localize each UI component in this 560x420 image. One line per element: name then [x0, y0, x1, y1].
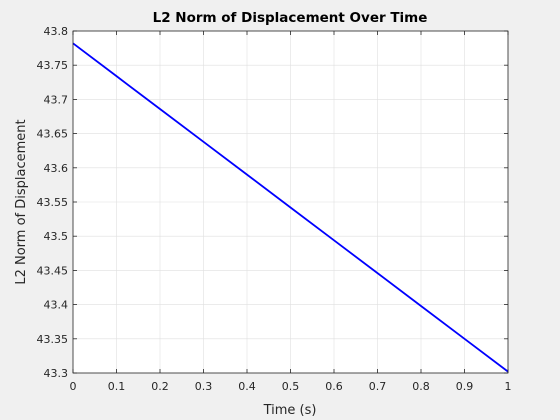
y-tick-label: 43.55 — [37, 196, 69, 209]
x-tick-label: 0 — [70, 380, 77, 393]
x-tick-label: 0.4 — [238, 380, 256, 393]
y-axis-label: L2 Norm of Displacement — [14, 119, 29, 284]
y-tick-label: 43.7 — [44, 93, 69, 106]
chart-title: L2 Norm of Displacement Over Time — [153, 10, 428, 26]
y-tick-label: 43.5 — [44, 230, 69, 243]
x-tick-label: 0.6 — [325, 380, 343, 393]
series-layer — [72, 42, 509, 373]
y-tick-label: 43.3 — [44, 367, 69, 380]
x-tick-label: 0.2 — [151, 380, 169, 393]
y-tick-label: 43.35 — [37, 333, 69, 346]
x-tick-label: 0.3 — [195, 380, 213, 393]
tick-marks — [72, 30, 509, 374]
x-tick-label: 0.1 — [108, 380, 126, 393]
y-tick-labels: 43.3 43.35 43.4 43.45 43.5 43.55 43.6 43.65 43.7… — [37, 25, 69, 380]
x-tick-label: 0.5 — [282, 380, 300, 393]
x-tick-label: 0.8 — [412, 380, 430, 393]
y-tick-label: 43.8 — [44, 25, 69, 38]
y-tick-label: 43.75 — [37, 59, 69, 72]
y-tick-label: 43.4 — [44, 299, 69, 312]
x-tick-label: 0.9 — [456, 380, 474, 393]
x-tick-label: 0.7 — [369, 380, 387, 393]
y-tick-label: 43.65 — [37, 128, 69, 141]
y-tick-label: 43.45 — [37, 264, 69, 277]
x-axis-label: Time (s) — [263, 403, 317, 418]
series-line — [72, 42, 509, 373]
y-tick-label: 43.6 — [44, 162, 69, 175]
x-tick-labels: 0 0.1 0.2 0.3 0.4 0.5 0.6 0.7 0.8 0.9 1 — [70, 380, 512, 393]
x-tick-label: 1 — [505, 380, 512, 393]
